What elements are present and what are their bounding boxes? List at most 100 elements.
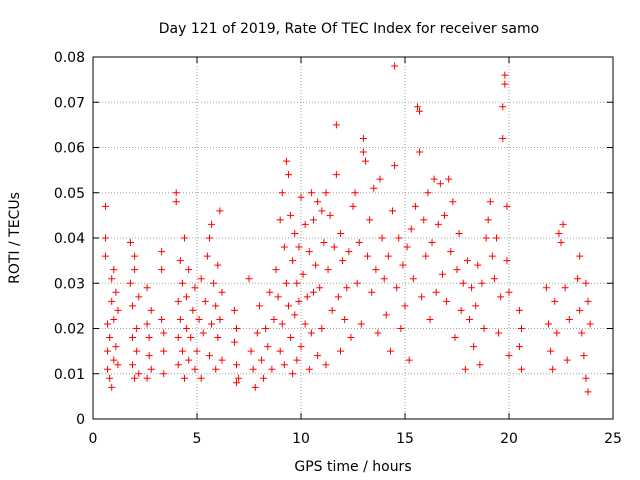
data-point: [291, 311, 299, 319]
data-point: [135, 370, 143, 378]
data-point: [349, 202, 357, 210]
data-point: [351, 189, 359, 197]
y-tick-label: 0: [76, 412, 85, 428]
data-point: [436, 180, 444, 188]
data-point: [301, 320, 309, 328]
data-point: [551, 297, 559, 305]
data-point: [297, 193, 305, 201]
data-point: [181, 374, 189, 382]
data-point: [515, 306, 523, 314]
data-point: [493, 234, 501, 242]
data-point: [160, 329, 168, 337]
data-point: [584, 388, 592, 396]
data-point: [143, 284, 151, 292]
data-point: [307, 329, 315, 337]
data-point: [235, 374, 243, 382]
data-point: [463, 257, 471, 265]
data-point: [455, 229, 463, 237]
data-point: [181, 234, 189, 242]
data-point: [416, 107, 424, 115]
data-point: [428, 239, 436, 247]
data-point: [517, 325, 525, 332]
data-point: [497, 293, 505, 301]
data-point: [411, 202, 419, 210]
data-point: [274, 293, 282, 301]
data-point: [233, 379, 241, 387]
data-point: [328, 306, 336, 314]
data-point: [216, 207, 224, 215]
y-tick-label: 0.06: [54, 141, 85, 157]
data-point: [586, 320, 594, 328]
data-point: [563, 356, 571, 364]
y-axis-label: ROTI / TECUs: [7, 192, 23, 284]
data-point: [545, 320, 553, 328]
data-point: [376, 175, 384, 183]
data-point: [389, 207, 397, 215]
data-point: [499, 134, 507, 142]
data-point: [129, 302, 137, 310]
data-point: [212, 365, 220, 373]
data-point: [183, 325, 191, 332]
data-point: [314, 352, 322, 360]
data-point: [447, 248, 455, 256]
data-point: [197, 275, 205, 283]
data-point: [131, 252, 139, 260]
data-point: [276, 347, 284, 355]
data-point: [208, 320, 216, 328]
data-point: [247, 347, 255, 355]
data-point: [474, 261, 482, 269]
data-point: [249, 365, 257, 373]
data-point: [393, 284, 401, 292]
data-point: [465, 315, 473, 323]
data-point: [578, 329, 586, 337]
data-point: [268, 365, 276, 373]
data-point: [108, 297, 116, 305]
data-point: [312, 261, 320, 269]
data-point: [216, 315, 224, 323]
data-point: [205, 352, 213, 360]
data-point: [314, 198, 322, 206]
data-point: [445, 175, 453, 183]
data-point: [158, 315, 166, 323]
data-point: [318, 325, 326, 332]
data-point: [126, 279, 134, 287]
data-point: [129, 334, 137, 342]
data-point: [129, 361, 137, 369]
data-point: [413, 103, 421, 111]
data-point: [478, 279, 486, 287]
data-point: [230, 306, 238, 314]
data-point: [214, 261, 222, 269]
data-point: [233, 325, 241, 332]
data-point: [305, 365, 313, 373]
data-point: [160, 370, 168, 378]
x-tick-label: 0: [89, 431, 98, 447]
data-point: [266, 288, 274, 296]
data-point: [503, 202, 511, 210]
data-point: [422, 252, 430, 260]
data-point: [278, 320, 286, 328]
data-point: [565, 315, 573, 323]
x-tick-label: 20: [500, 431, 518, 447]
data-point: [172, 189, 180, 197]
data-point: [176, 315, 184, 323]
data-point: [285, 302, 293, 310]
data-point: [285, 171, 293, 179]
data-point: [322, 361, 330, 369]
data-point: [451, 334, 459, 342]
data-point: [218, 288, 226, 296]
chart-title: Day 121 of 2019, Rate Of TEC Index for r…: [159, 21, 539, 37]
data-point: [374, 329, 382, 337]
data-point: [424, 189, 432, 197]
y-tick-label: 0.01: [54, 367, 85, 383]
data-point: [307, 189, 315, 197]
data-point: [418, 293, 426, 301]
data-point: [114, 361, 122, 369]
data-point: [503, 257, 511, 265]
data-point: [515, 343, 523, 351]
data-point: [582, 374, 590, 382]
data-point: [517, 365, 525, 373]
data-point: [270, 315, 278, 323]
data-point: [289, 257, 297, 265]
data-point: [357, 320, 365, 328]
